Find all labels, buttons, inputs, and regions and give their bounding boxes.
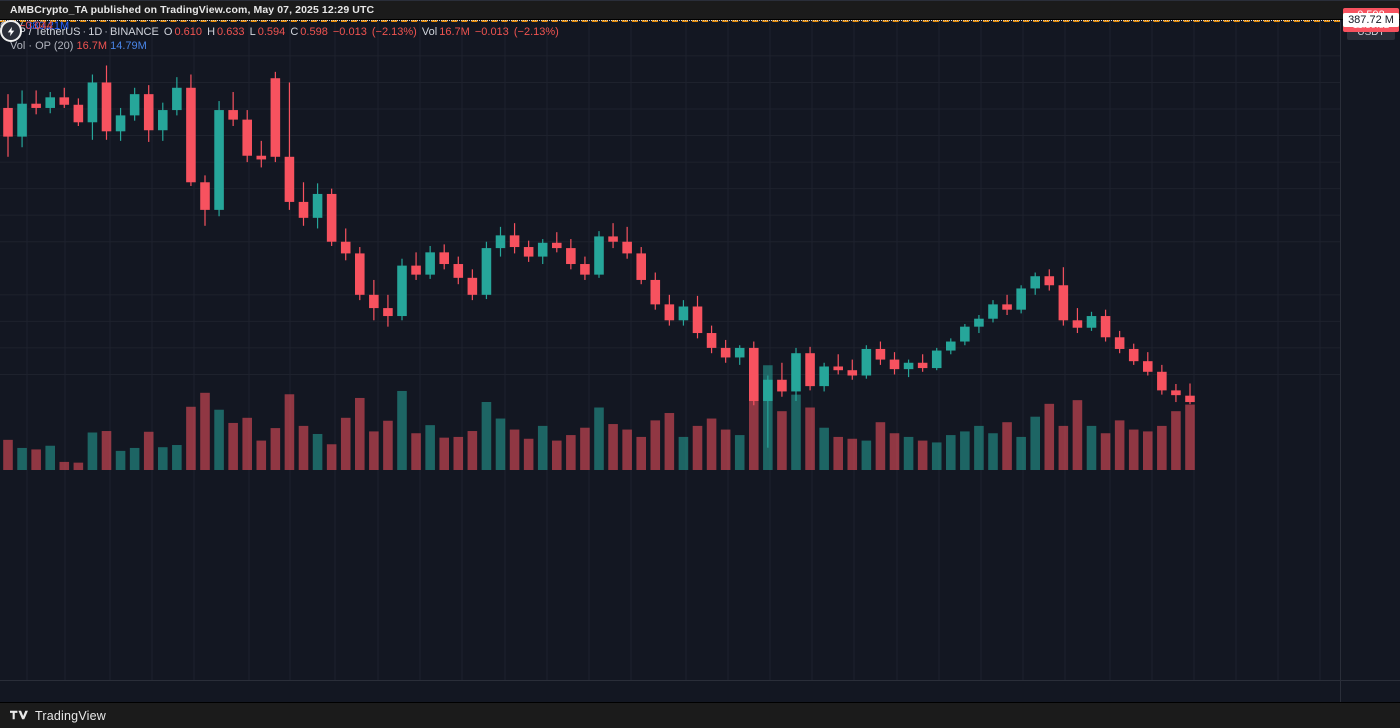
legend-vol-value: 16.7M — [439, 26, 470, 38]
tradingview-logo-text: TradingView — [35, 708, 106, 723]
chart-plot-area[interactable]: OP / TetherUS · 1D · BINANCE O 0.610 H 0.633 L… — [0, 20, 1340, 680]
price-axis[interactable]: USDT 0.842 0.598 11:30:52 0.591 0.509 38… — [1340, 8, 1400, 680]
legend-vol-change-pct: (−2.13%) — [513, 26, 559, 38]
legend-interval[interactable]: 1D — [88, 26, 103, 38]
obv-last-badge: 387.72 M — [1343, 13, 1399, 27]
legend-l-value: 0.594 — [257, 26, 286, 38]
legend-h-label: H — [207, 26, 216, 38]
volume-study-value-1: 16.7M — [76, 40, 108, 52]
volume-study-value-2: 14.79M — [110, 40, 147, 52]
legend-c-label: C — [290, 26, 299, 38]
lightning-bolt-icon — [7, 26, 14, 36]
pane-separator-ao[interactable] — [0, 0, 1400, 1]
legend-h-value: 0.633 — [217, 26, 245, 38]
attribution-bar: AMBCrypto_TA published on TradingView.co… — [0, 0, 1400, 20]
ao-value: −0.044 — [18, 20, 53, 32]
tradingview-logo-icon — [10, 710, 28, 720]
legend-sep-2: · — [104, 26, 108, 38]
volume-study-label[interactable]: Vol · OP (20) — [10, 40, 74, 52]
legend-change: −0.013 — [332, 26, 367, 38]
ao-series — [0, 20, 1340, 680]
axis-corner — [1340, 680, 1400, 702]
legend-symbol[interactable]: OP / TetherUS — [10, 26, 81, 38]
obv-value: 380.21M — [26, 20, 70, 32]
volume-legend[interactable]: Vol · OP (20) 16.7M 14.79M — [10, 40, 147, 53]
alert-price-line — [0, 20, 1340, 22]
legend-c-value: 0.598 — [300, 26, 328, 38]
legend-sep-1: · — [82, 26, 87, 38]
legend-change-pct: (−2.13%) — [371, 26, 417, 38]
legend-vol-change: −0.013 — [474, 26, 509, 38]
legend-o-value: 0.610 — [174, 26, 202, 38]
legend-o-label: O — [163, 26, 173, 38]
volume-series — [3, 365, 1195, 470]
candlestick-series — [3, 65, 1195, 448]
legend-exchange: BINANCE — [109, 26, 159, 38]
tradingview-logo[interactable]: TradingView — [10, 709, 106, 723]
footer-bar: TradingView — [0, 702, 1400, 728]
legend-vol-label: Vol — [421, 26, 438, 38]
obv-last-line — [0, 20, 1340, 21]
ohlc-legend[interactable]: OP / TetherUS · 1D · BINANCE O 0.610 H 0.633 L… — [10, 26, 561, 39]
alert-icon[interactable] — [0, 20, 22, 42]
time-axis[interactable] — [0, 680, 1340, 702]
legend-l-label: L — [249, 26, 256, 38]
